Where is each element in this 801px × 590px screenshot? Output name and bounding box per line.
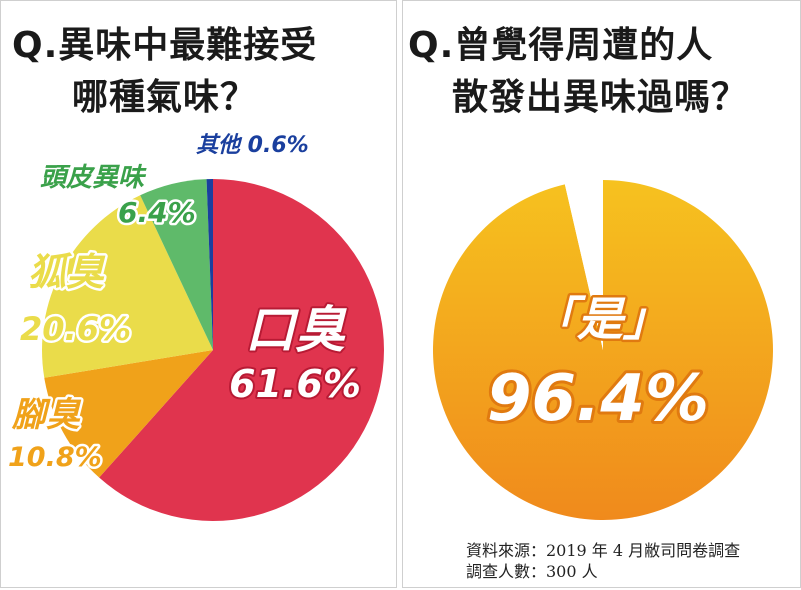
right-question-line2: 散發出異味過嗎？ — [452, 77, 749, 118]
pie-slice-other — [206, 179, 213, 350]
label-mouth-odor: 口臭 — [245, 301, 347, 359]
left-question-line1: Q.異味中最難接受 — [12, 25, 318, 66]
question-prefix: Q. — [12, 25, 59, 66]
left-question-line2: 哪種氣味？ — [72, 77, 258, 118]
value-scalp-odor: 6.4% — [118, 196, 196, 229]
value-yes: 96.4% — [487, 362, 709, 436]
pie-slice-mouth-odor — [99, 179, 384, 522]
right-question-line1: Q.曾覺得周遭的人 — [408, 25, 714, 66]
value-armpit-odor: 20.6% — [20, 310, 131, 348]
source-line: 資料來源：2019 年 4 月敝司問卷調查 — [466, 541, 741, 560]
right-pie-chart — [432, 179, 773, 520]
label-armpit-odor: 狐臭 — [28, 250, 106, 294]
source-note: 資料來源：2019 年 4 月敝司問卷調查 調查人數：300 人 — [466, 540, 740, 582]
pie-slice-no — [564, 179, 603, 350]
value-foot-odor: 10.8% — [8, 442, 102, 473]
question-prefix: Q. — [408, 25, 455, 66]
pie-slice-scalp-odor — [140, 179, 213, 350]
label-foot-odor: 腳臭 — [11, 395, 82, 435]
label-yes: 「是」 — [531, 292, 669, 346]
sample-size-line: 調查人數：300 人 — [466, 562, 598, 581]
left-pie-chart — [42, 179, 384, 522]
pie-slice-armpit-odor — [42, 195, 213, 378]
pie-slice-yes — [432, 180, 773, 520]
value-mouth-odor: 61.6% — [229, 362, 361, 406]
label-other: 其他 0.6% — [196, 133, 309, 158]
pie-slice-foot-odor — [44, 350, 213, 478]
label-scalp-odor: 頭皮異味 — [40, 163, 147, 193]
